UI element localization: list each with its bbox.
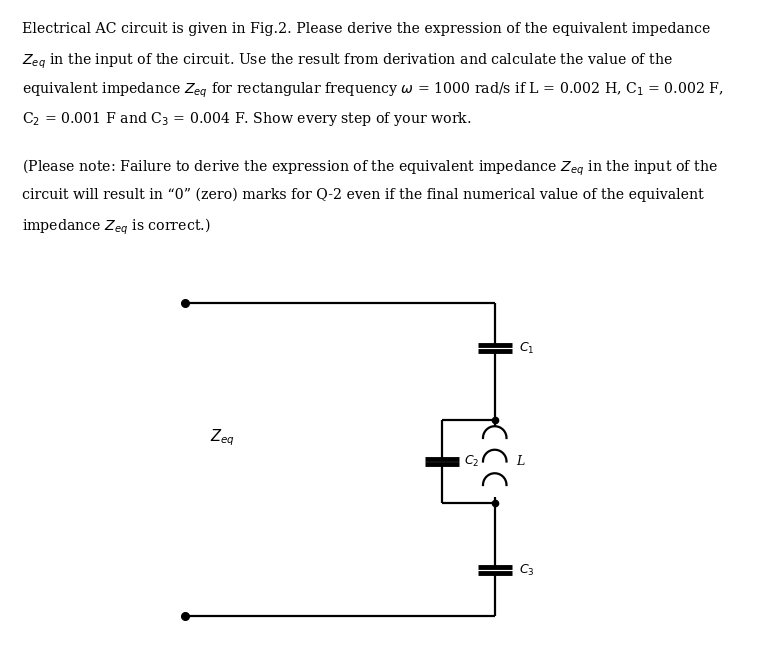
- Text: Electrical AC circuit is given in Fig.2. Please derive the expression of the equ: Electrical AC circuit is given in Fig.2.…: [22, 22, 711, 36]
- Text: $C_3$: $C_3$: [518, 563, 534, 578]
- Text: circuit will result in “0” (zero) marks for Q-2 even if the final numerical valu: circuit will result in “0” (zero) marks …: [22, 188, 704, 202]
- Text: $C_1$: $C_1$: [518, 340, 534, 355]
- Text: $Z_{eq}$ in the input of the circuit. Use the result from derivation and calcula: $Z_{eq}$ in the input of the circuit. Us…: [22, 51, 673, 71]
- Text: equivalent impedance $Z_{eq}$ for rectangular frequency $\omega$ = 1000 rad/s if: equivalent impedance $Z_{eq}$ for rectan…: [22, 81, 724, 100]
- Text: L: L: [516, 455, 525, 468]
- Text: impedance $Z_{eq}$ is correct.): impedance $Z_{eq}$ is correct.): [22, 217, 211, 238]
- Text: $Z_{eq}$: $Z_{eq}$: [210, 428, 235, 448]
- Text: (Please note: Failure to derive the expression of the equivalent impedance $Z_{e: (Please note: Failure to derive the expr…: [22, 158, 718, 178]
- Text: C$_2$ = 0.001 F and C$_3$ = 0.004 F. Show every step of your work.: C$_2$ = 0.001 F and C$_3$ = 0.004 F. Sho…: [22, 111, 472, 128]
- Text: $C_2$: $C_2$: [463, 454, 479, 469]
